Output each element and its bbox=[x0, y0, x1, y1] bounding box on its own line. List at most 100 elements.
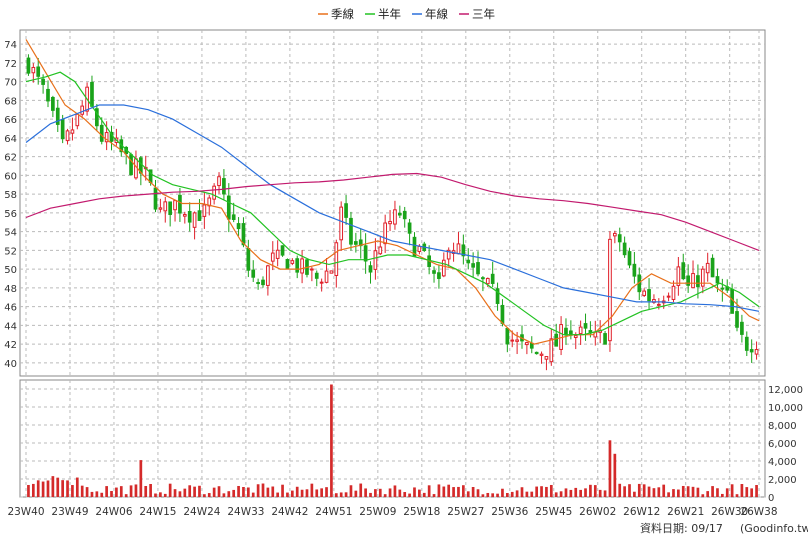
volume-bar bbox=[711, 486, 714, 497]
candle-body bbox=[90, 81, 94, 107]
volume-bar bbox=[56, 477, 60, 497]
volume-bar bbox=[672, 489, 675, 497]
volume-bar bbox=[447, 484, 451, 497]
candle-body bbox=[617, 234, 622, 243]
price-tick-label: 60 bbox=[4, 171, 17, 182]
candle-body bbox=[60, 119, 65, 140]
volume-bar bbox=[476, 489, 480, 497]
candle-body bbox=[354, 241, 358, 245]
volume-bar bbox=[584, 488, 587, 497]
volume-bar bbox=[505, 493, 509, 497]
candle-body bbox=[285, 259, 290, 269]
x-tick-label: 23W40 bbox=[7, 506, 44, 518]
x-tick-label: 24W33 bbox=[227, 506, 264, 518]
volume-bar bbox=[295, 486, 299, 497]
volume-bar bbox=[608, 440, 612, 497]
candle-body bbox=[270, 252, 275, 262]
candle-body bbox=[505, 328, 510, 345]
volume-bar bbox=[159, 492, 162, 497]
volume-bar bbox=[27, 484, 30, 497]
volume-tick-label: 0 bbox=[768, 493, 774, 504]
candle-body bbox=[476, 262, 480, 275]
x-tick-label: 23W49 bbox=[51, 506, 88, 518]
volume-bar bbox=[71, 485, 74, 497]
volume-bar bbox=[549, 484, 553, 497]
volume-bar bbox=[276, 492, 280, 497]
candle-body bbox=[715, 276, 720, 284]
volume-bar bbox=[85, 487, 89, 497]
candle-body bbox=[676, 266, 681, 286]
candle-body bbox=[344, 203, 348, 218]
volume-bar bbox=[589, 484, 592, 497]
volume-bar bbox=[154, 493, 157, 497]
volume-bar bbox=[378, 488, 382, 497]
candle-body bbox=[402, 210, 407, 220]
price-tick-label: 62 bbox=[4, 153, 17, 164]
volume-bar bbox=[129, 485, 133, 497]
legend-label: 三年 bbox=[472, 7, 495, 21]
candle-body bbox=[310, 268, 314, 271]
volume-bar bbox=[46, 480, 50, 497]
ma-line bbox=[25, 39, 760, 345]
candle-body bbox=[231, 214, 236, 220]
volume-bar bbox=[701, 494, 705, 497]
candle-body bbox=[383, 222, 388, 245]
x-tick-label: 26W12 bbox=[623, 506, 660, 518]
legend-label: 季線 bbox=[331, 7, 354, 21]
volume-bar bbox=[261, 483, 265, 497]
volume-bar bbox=[310, 483, 314, 497]
candle-body bbox=[578, 326, 583, 335]
volume-bar bbox=[173, 489, 177, 497]
price-tick-label: 44 bbox=[4, 321, 17, 332]
candle-body bbox=[495, 288, 500, 304]
x-tick-label: 25W09 bbox=[359, 506, 396, 518]
candle-body bbox=[178, 194, 182, 214]
candle-body bbox=[417, 245, 422, 252]
volume-bar bbox=[315, 489, 319, 497]
candle-body bbox=[666, 295, 671, 298]
candle-body bbox=[705, 262, 710, 274]
volume-bar bbox=[696, 487, 700, 497]
candle-body bbox=[246, 248, 251, 271]
volume-bar bbox=[667, 492, 670, 497]
volume-bar bbox=[496, 493, 499, 497]
x-tick-label: 24W42 bbox=[271, 506, 308, 518]
candle-body bbox=[407, 222, 412, 234]
legend-label: 年線 bbox=[425, 7, 448, 21]
ma-line bbox=[25, 104, 760, 312]
candle-body bbox=[226, 195, 231, 220]
candle-body bbox=[212, 185, 216, 200]
volume-bar bbox=[652, 488, 656, 497]
volume-bar bbox=[491, 493, 495, 497]
volume-bar bbox=[149, 483, 152, 497]
volume-bar bbox=[183, 488, 187, 497]
volume-bar bbox=[613, 453, 617, 497]
price-tick-label: 70 bbox=[4, 78, 17, 89]
candle-body bbox=[197, 210, 202, 221]
candle-body bbox=[720, 287, 725, 290]
x-axis: 23W40 23W49 24W06 24W15 24W24 24W33 24W42 24W51… bbox=[7, 506, 777, 518]
volume-bar bbox=[207, 493, 211, 497]
volume-bar bbox=[222, 493, 226, 497]
volume-bar bbox=[740, 484, 744, 497]
volume-bar bbox=[559, 491, 563, 497]
candle-body bbox=[334, 242, 339, 276]
volume-bar bbox=[212, 487, 216, 497]
volume-bar bbox=[383, 494, 387, 497]
volume-bar bbox=[110, 490, 113, 497]
candle-body bbox=[437, 272, 441, 279]
volume-bar bbox=[36, 480, 40, 497]
volume-bar bbox=[579, 489, 582, 497]
candle-body bbox=[31, 66, 36, 74]
candle-body bbox=[46, 88, 50, 102]
volume-bar bbox=[545, 486, 548, 497]
price-tick-label: 56 bbox=[4, 209, 17, 220]
volume-bar bbox=[364, 488, 367, 497]
candle-body bbox=[622, 242, 627, 256]
volume-bar bbox=[466, 491, 470, 497]
price-tick-label: 58 bbox=[4, 190, 17, 201]
volume-bar bbox=[339, 492, 343, 497]
candle-body bbox=[339, 206, 344, 241]
volume-bar bbox=[481, 494, 485, 497]
